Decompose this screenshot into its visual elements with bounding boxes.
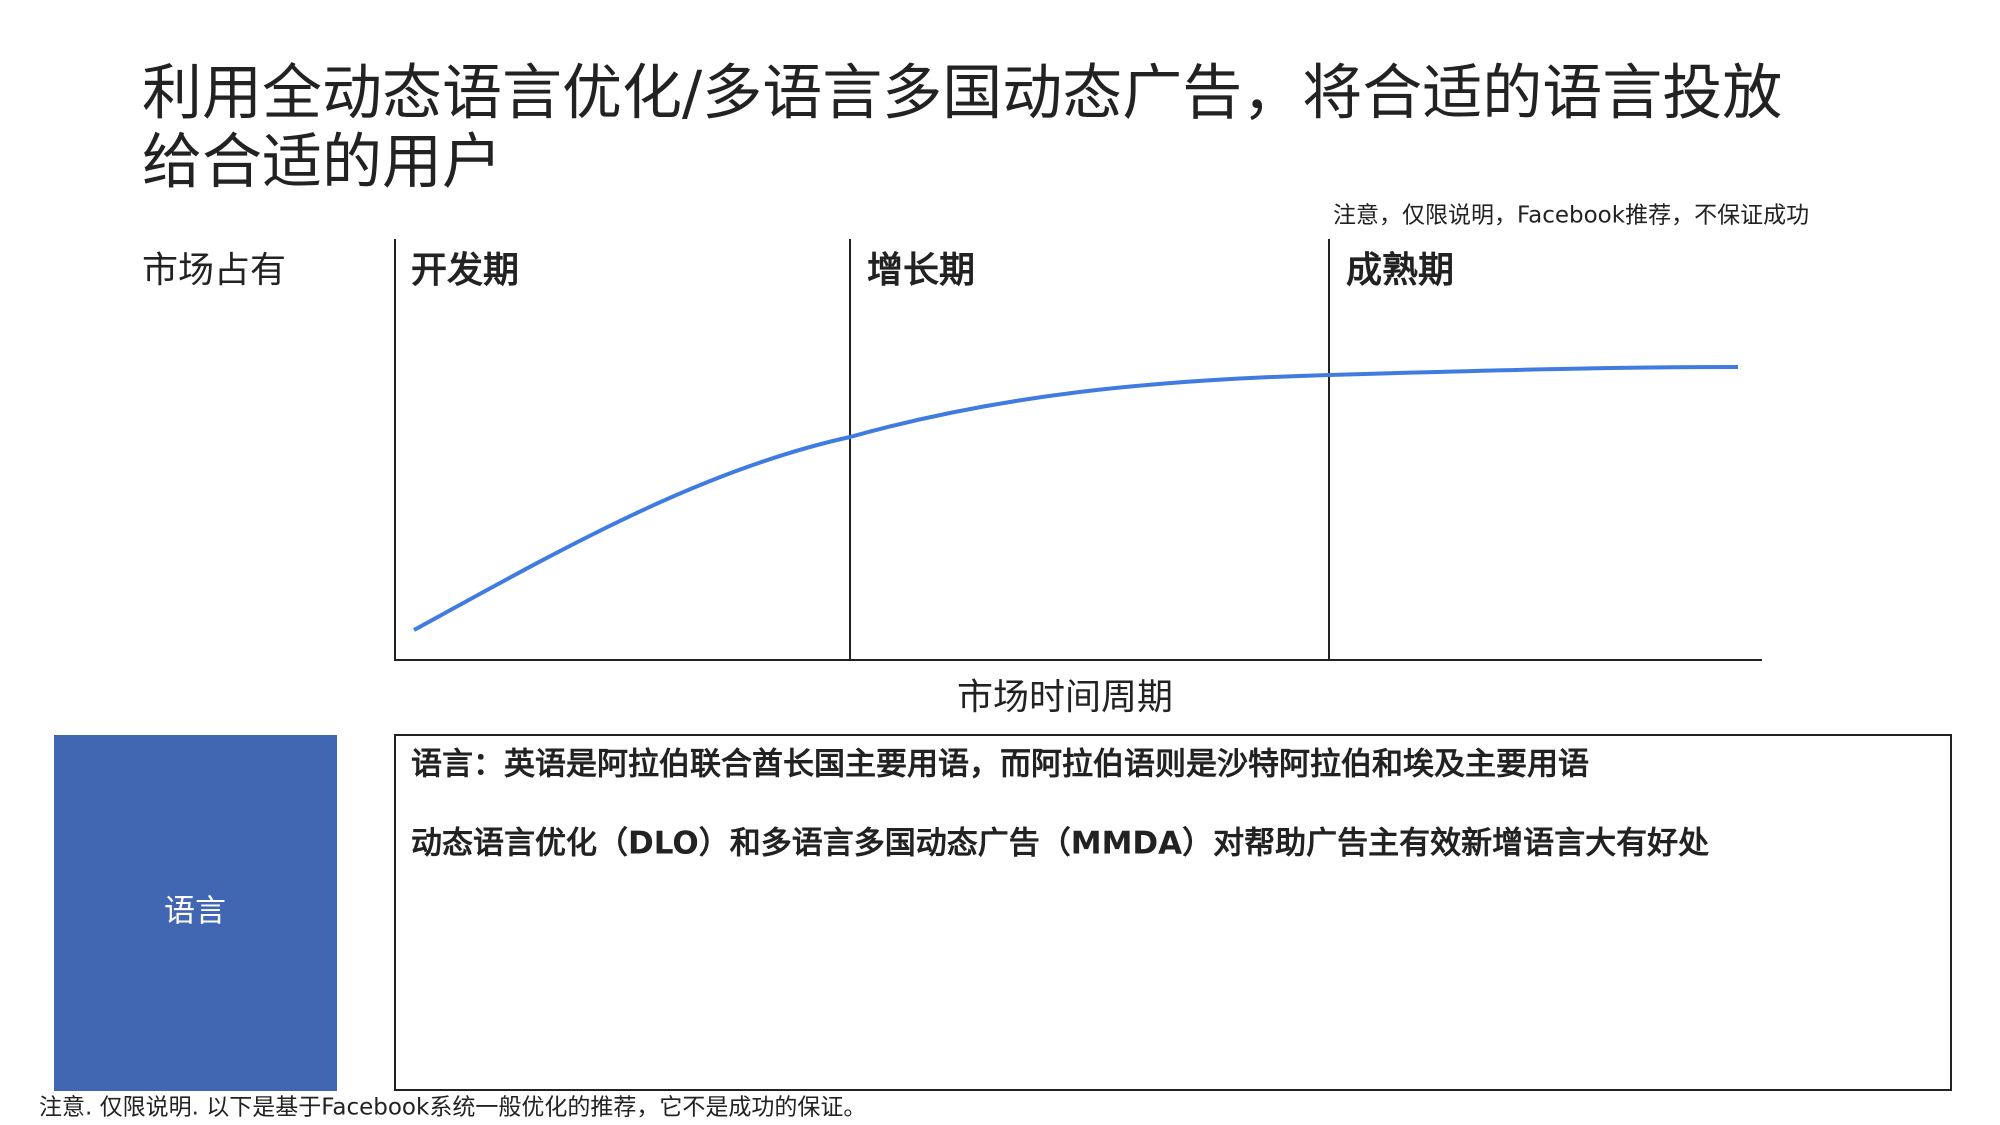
phase-label: 成熟期: [1346, 250, 1454, 291]
phase-label: 增长期: [867, 250, 975, 291]
title-line: 给合适的用户: [142, 128, 502, 198]
panel-line: 动态语言优化（DLO）和多语言多国动态广告（MMDA）对帮助广告主有效新增语言大…: [411, 826, 1709, 862]
x-axis-label: 市场时间周期: [957, 677, 1173, 718]
note: 注意，仅限说明，Facebook推荐，不保证成功: [1333, 203, 1809, 229]
growth-curve: [413, 365, 1739, 632]
footer: 注意. 仅限说明. 以下是基于Facebook系统一般优化的推荐，它不是成功的保…: [39, 1095, 866, 1121]
phase-label: 开发期: [411, 250, 519, 291]
y-axis-label: 市场占有: [142, 250, 286, 291]
panel-line: 语言：英语是阿拉伯联合酋长国主要用语，而阿拉伯语则是沙特阿拉伯和埃及主要用语: [411, 747, 1589, 783]
label-box: [54, 735, 337, 1091]
title-line: 利用全动态语言优化/多语言多国动态广告，将合适的语言投放: [142, 59, 1782, 129]
label-box-text: 语言: [164, 894, 226, 930]
text-box: [394, 734, 1952, 1091]
